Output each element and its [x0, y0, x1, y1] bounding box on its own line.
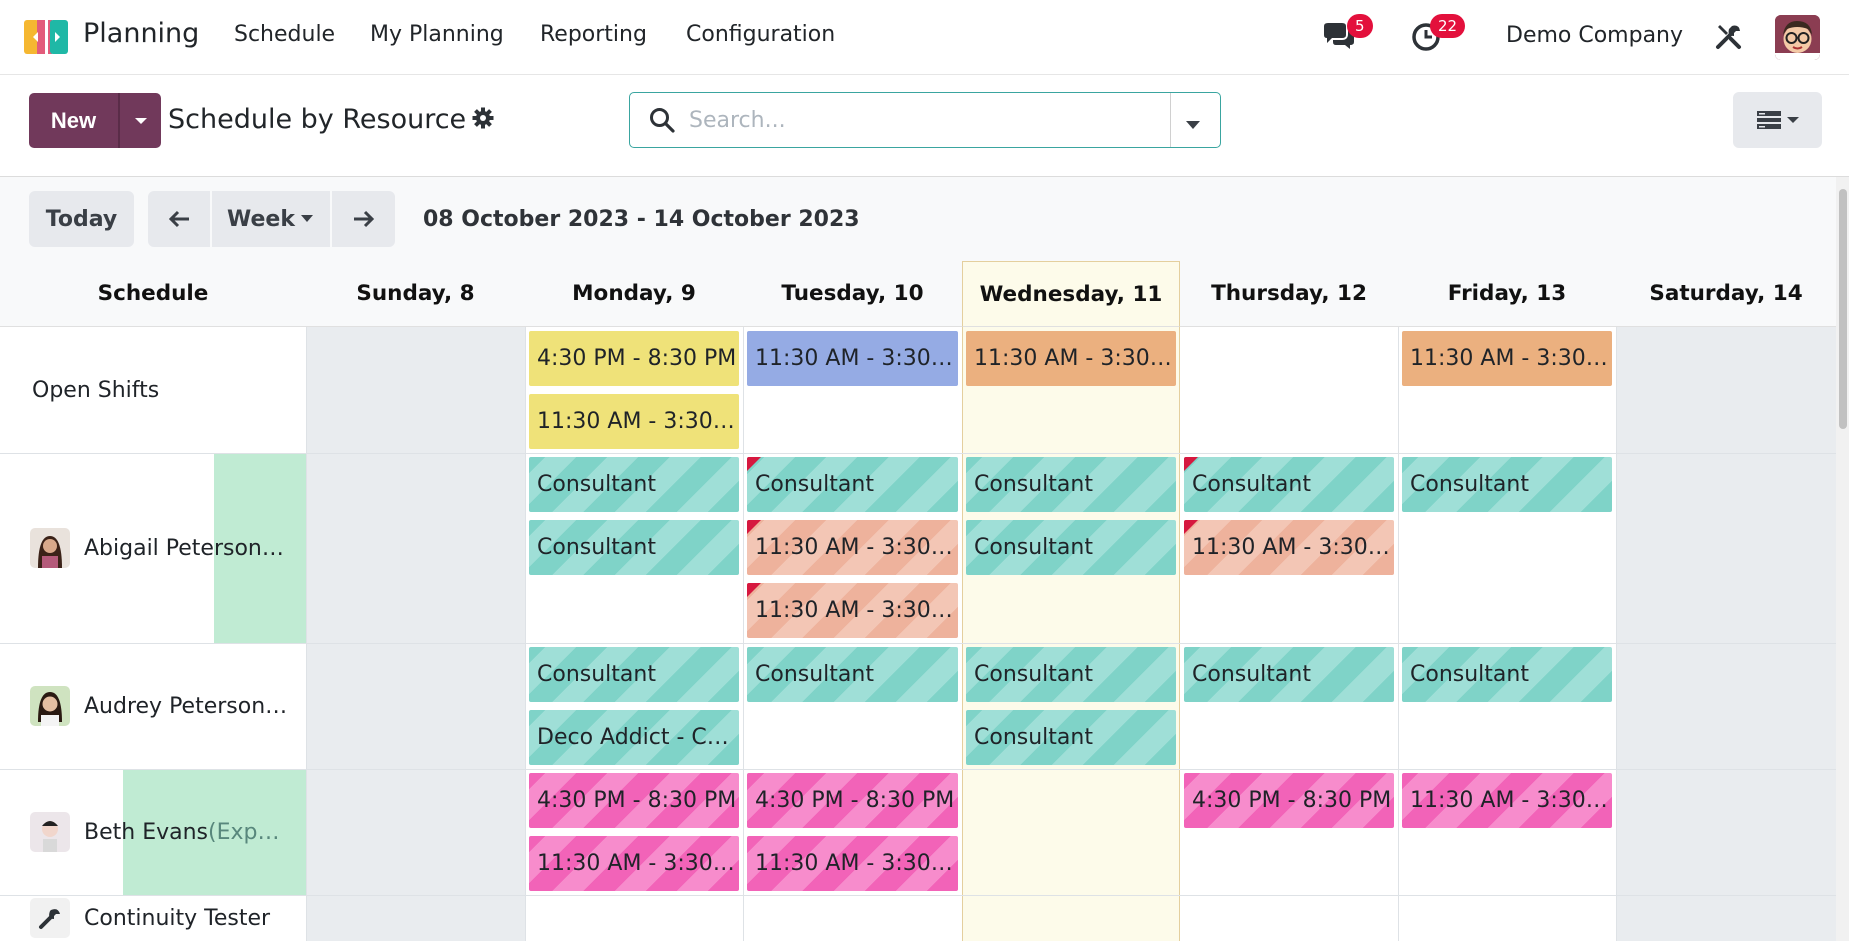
list-layout-icon — [1756, 111, 1799, 129]
row-label: Open Shifts — [32, 377, 160, 403]
date-range-label: 08 October 2023 - 14 October 2023 — [423, 207, 860, 232]
shift-pill[interactable]: Consultant — [966, 457, 1176, 512]
row-beth-evans[interactable]: Beth Evans (Exp… — [30, 769, 279, 895]
company-switcher[interactable]: Demo Company — [1506, 23, 1684, 48]
day-header: Saturday, 14 — [1616, 261, 1836, 327]
nav-schedule[interactable]: Schedule — [234, 22, 336, 47]
row-audrey-peterson[interactable]: Audrey Peterson… — [30, 643, 287, 769]
debug-tools-button[interactable] — [1715, 22, 1743, 54]
shift-pill[interactable]: 11:30 AM - 3:30 PM — [529, 394, 739, 449]
new-button[interactable]: New — [29, 93, 118, 148]
scale-dropdown[interactable]: Week — [212, 191, 328, 247]
availability-band — [123, 769, 306, 895]
shift-pill[interactable]: 11:30 AM - 3:30 PM — [529, 836, 739, 891]
row-label: Continuity Tester — [84, 905, 271, 931]
shift-pill[interactable]: Consultant — [1402, 457, 1612, 512]
row-open-shifts[interactable]: Open Shifts — [32, 327, 159, 453]
row-continuity-tester[interactable]: Continuity Tester — [30, 895, 270, 941]
shift-pill[interactable]: 4:30 PM - 8:30 PM — [1184, 773, 1394, 828]
user-avatar[interactable] — [1775, 15, 1820, 60]
next-period-button[interactable] — [332, 191, 395, 247]
shift-pill[interactable]: Consultant — [1184, 647, 1394, 702]
shift-pill[interactable]: Consultant — [529, 457, 739, 512]
scrollbar-thumb[interactable] — [1839, 189, 1847, 429]
shift-pill[interactable]: Deco Addict - Consultant — [529, 710, 739, 765]
row-label: Audrey Peterson… — [84, 693, 288, 719]
search-icon — [650, 108, 675, 133]
avatar — [30, 686, 70, 726]
day-header: Sunday, 8 — [306, 261, 525, 327]
shift-pill[interactable]: Consultant — [529, 647, 739, 702]
search-input[interactable] — [689, 105, 1089, 135]
tools-icon — [1716, 25, 1741, 49]
layout-options-button[interactable] — [1733, 92, 1822, 148]
shift-pill[interactable]: 11:30 AM - 3:30 PM — [1402, 331, 1612, 386]
caret-down-icon — [134, 117, 147, 124]
shift-pill[interactable]: 11:30 AM - 3:30 PM — [747, 836, 958, 891]
control-panel: New Schedule by Resource — [0, 75, 1849, 177]
row-label: Beth Evans — [84, 819, 208, 845]
avatar — [30, 812, 70, 852]
shift-pill[interactable]: 11:30 AM - 3:30 PM — [747, 583, 958, 638]
shift-pill[interactable]: 4:30 PM - 8:30 PM — [747, 773, 958, 828]
search-separator — [1170, 93, 1171, 147]
caret-down-icon — [1186, 121, 1200, 129]
row-abigail-peterson[interactable]: Abigail Peterson… — [30, 453, 284, 643]
nav-reporting[interactable]: Reporting — [540, 22, 647, 47]
nav-configuration[interactable]: Configuration — [686, 22, 836, 47]
day-header: Tuesday, 10 — [743, 261, 962, 327]
shift-pill[interactable]: Consultant — [966, 710, 1176, 765]
day-header: Friday, 13 — [1398, 261, 1616, 327]
vertical-scrollbar[interactable] — [1836, 177, 1849, 941]
search-options-toggle[interactable] — [1185, 115, 1201, 134]
shift-pill[interactable]: Consultant — [1402, 647, 1612, 702]
gear-icon[interactable] — [472, 107, 494, 129]
messages-button[interactable] — [1322, 22, 1356, 56]
search-box — [629, 92, 1221, 148]
gantt-grid: Schedule Sunday, 8 Monday, 9 Tuesday, 10… — [0, 261, 1836, 941]
shift-pill[interactable]: Consultant — [747, 647, 958, 702]
today-button[interactable]: Today — [29, 191, 134, 247]
arrow-left-icon — [168, 210, 189, 228]
chat-icon — [1324, 23, 1354, 49]
user-avatar-image — [1775, 15, 1820, 60]
shift-pill[interactable]: 4:30 PM - 8:30 PM — [529, 773, 739, 828]
shift-pill[interactable]: 11:30 AM - 3:30 PM — [966, 331, 1176, 386]
app-name[interactable]: Planning — [83, 18, 200, 49]
previous-period-button[interactable] — [148, 191, 210, 247]
availability-band — [214, 454, 306, 643]
shift-pill[interactable]: 11:30 AM - 3:30 PM — [747, 520, 958, 575]
shift-pill[interactable]: 4:30 PM - 8:30 PM — [529, 331, 739, 386]
period-navigation: Week — [148, 191, 395, 247]
day-header-today: Wednesday, 11 — [962, 261, 1180, 327]
shift-pill[interactable]: Consultant — [529, 520, 739, 575]
new-dropdown-toggle[interactable] — [118, 93, 161, 148]
caret-down-icon — [300, 215, 313, 222]
weekend-shading-sunday — [306, 327, 525, 941]
activities-badge: 22 — [1430, 14, 1466, 38]
nav-my-planning[interactable]: My Planning — [370, 22, 504, 47]
shift-pill[interactable]: Consultant — [747, 457, 958, 512]
day-header: Monday, 9 — [525, 261, 743, 327]
row-label: Abigail Peterson… — [84, 535, 284, 561]
planning-app-icon[interactable] — [24, 18, 70, 56]
arrow-right-icon — [353, 210, 374, 228]
schedule-column-header: Schedule — [0, 261, 306, 327]
scale-label: Week — [227, 206, 295, 232]
messages-badge: 5 — [1347, 14, 1373, 38]
wrench-icon — [30, 898, 70, 938]
view-title: Schedule by Resource — [168, 104, 467, 135]
shift-pill[interactable]: 11:30 AM - 3:30 PM — [747, 331, 958, 386]
shift-pill[interactable]: Consultant — [1184, 457, 1394, 512]
shift-pill[interactable]: 11:30 AM - 3:30 PM — [1184, 520, 1394, 575]
top-navbar: Planning Schedule My Planning Reporting … — [0, 0, 1849, 75]
avatar — [30, 528, 70, 568]
day-header: Thursday, 12 — [1180, 261, 1398, 327]
weekend-shading-saturday — [1616, 327, 1836, 941]
shift-pill[interactable]: Consultant — [966, 647, 1176, 702]
shift-pill[interactable]: Consultant — [966, 520, 1176, 575]
gantt-view: Today Week 08 October 2023 - 14 October … — [0, 177, 1849, 941]
shift-pill[interactable]: 11:30 AM - 3:30 PM — [1402, 773, 1612, 828]
row-label-suffix: (Exp… — [208, 819, 280, 845]
